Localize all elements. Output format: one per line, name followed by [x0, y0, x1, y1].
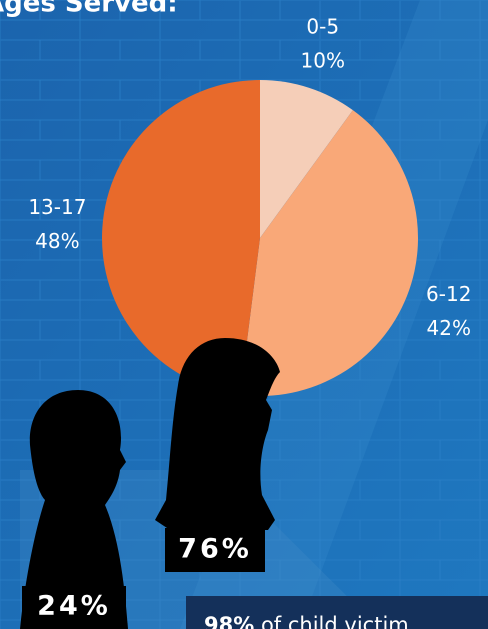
footer-body: of child victim [261, 613, 409, 629]
slice-value-label: 48% [35, 229, 79, 253]
slice-value-label: 10% [301, 48, 345, 72]
girl-figure: 76% [178, 534, 252, 565]
slice-category: 13-17 [28, 195, 86, 219]
footer-text: 98% of child victim [204, 613, 409, 629]
slice-value-label: 42% [427, 316, 471, 340]
chart-title: Ages Served: [0, 0, 178, 19]
footer-highlight: 98% [204, 613, 254, 629]
slice-category: 6-12 [426, 282, 471, 306]
infographic: Ages Served: 0-5 10% 6-12 42% 13-17 48% 76% 2… [0, 0, 488, 629]
boy-figure: 24% [37, 591, 111, 622]
page: {"chart_data": {"type": "pie", "title": … [0, 0, 488, 629]
slice-category: 0-5 [306, 14, 339, 38]
